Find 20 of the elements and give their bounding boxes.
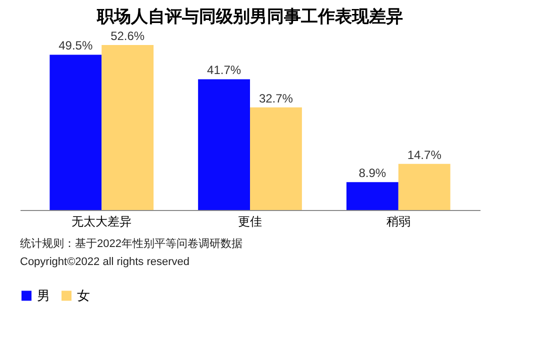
x-tick-label: 无太大差异 — [72, 214, 132, 228]
bar — [346, 182, 398, 210]
bar — [250, 107, 302, 210]
bar — [102, 45, 154, 210]
legend-label: 男 — [37, 288, 50, 303]
legend-label: 女 — [77, 288, 90, 303]
data-label: 8.9% — [358, 166, 386, 180]
chart-title: 职场人自评与同级别男同事工作表现差异 — [96, 7, 403, 26]
x-tick-label: 更佳 — [238, 214, 262, 228]
data-label: 32.7% — [258, 91, 294, 106]
data-label: 52.6% — [110, 29, 145, 43]
text: Copyright©2022 all rights reserved — [20, 256, 190, 268]
bar — [398, 164, 450, 210]
bar — [198, 79, 250, 210]
data-label: 41.7% — [207, 63, 242, 78]
data-label: 14.7% — [407, 148, 442, 162]
bar — [50, 54, 102, 210]
text: 统计规则：基于2022年性别平等问卷调研数据 — [20, 237, 242, 250]
data-label: 49.5% — [58, 38, 93, 53]
x-tick-label: 稍弱 — [386, 214, 410, 228]
